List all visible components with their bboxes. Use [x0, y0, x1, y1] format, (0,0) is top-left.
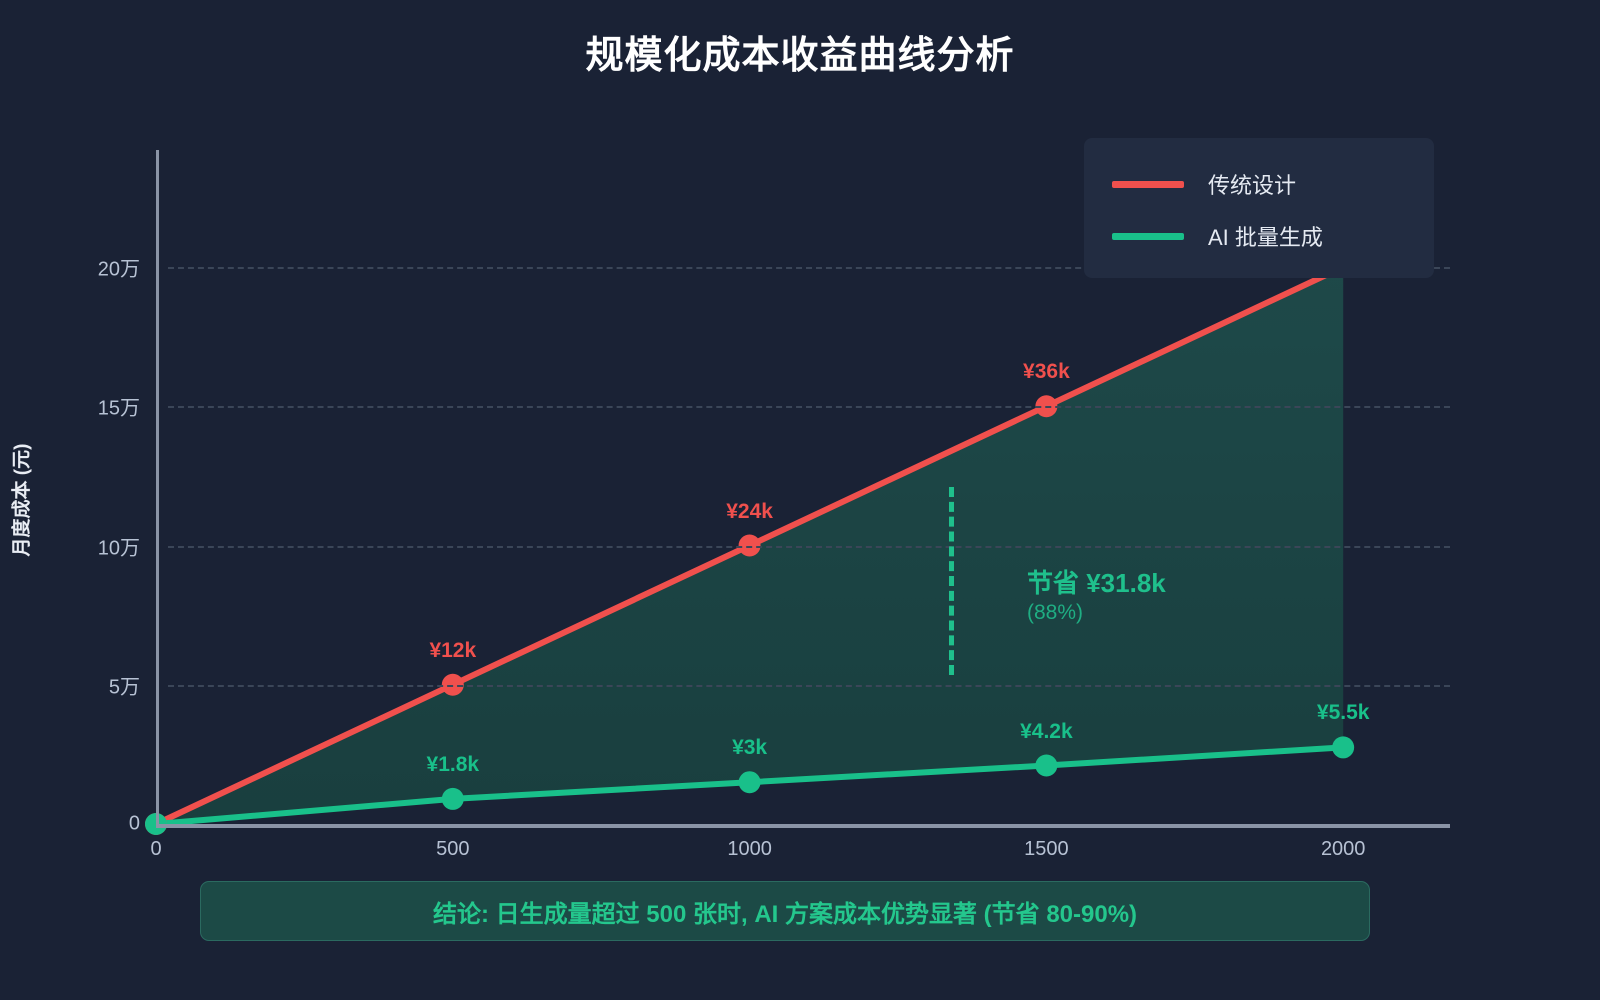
y-axis-tick-label: 0: [128, 812, 140, 835]
data-point-label: ¥4.2k: [1020, 719, 1073, 743]
data-point-label: ¥3k: [732, 736, 768, 760]
savings-indicator-line: [949, 487, 954, 675]
y-axis-tick-label: 10万: [97, 537, 140, 559]
y-axis-title: 月度成本 (元): [11, 443, 33, 557]
y-axis-tick-label: 15万: [97, 397, 140, 420]
gridline: [168, 267, 1450, 269]
x-axis-line: [156, 824, 1450, 828]
x-axis-tick-label: 0: [150, 838, 162, 860]
gridline: [168, 545, 1450, 548]
data-point[interactable]: [738, 771, 761, 794]
page-title: 规模化成本收益曲线分析: [585, 35, 1015, 77]
gridline: [168, 406, 1450, 409]
legend-swatch-traditional: [1112, 180, 1184, 188]
conclusion-banner: 结论: 日生成量超过 500 张时, AI 方案成本优势显著 (节省 80-90…: [200, 881, 1370, 941]
x-axis-tick-label: 500: [436, 838, 470, 860]
data-point[interactable]: [1332, 736, 1355, 759]
savings-amount-label: 节省 ¥31.8k: [1027, 568, 1166, 598]
data-point[interactable]: [1035, 754, 1058, 777]
gridline: [168, 684, 1450, 687]
y-axis-tick-label: 5万: [108, 676, 140, 699]
data-point-label: ¥24k: [726, 499, 773, 523]
data-point-label: ¥1.8k: [426, 752, 480, 776]
legend-item-traditional[interactable]: 传统设计: [1112, 168, 1296, 200]
data-point-label: ¥5.5k: [1316, 701, 1370, 725]
x-axis-tick-label: 2000: [1320, 838, 1366, 860]
x-axis-tick-label: 1500: [1024, 838, 1069, 860]
legend-item-ai[interactable]: AI 批量生成: [1112, 220, 1323, 252]
data-point[interactable]: [441, 787, 464, 810]
data-point-label: ¥12k: [429, 638, 477, 662]
data-point-label: ¥36k: [1023, 360, 1070, 384]
y-axis-tick-label: 20万: [97, 258, 140, 281]
conclusion-text: 结论: 日生成量超过 500 张时, AI 方案成本优势显著 (节省 80-90…: [432, 900, 1138, 928]
chart-legend: 传统设计 AI 批量生成: [1084, 138, 1434, 278]
legend-label-traditional: 传统设计: [1208, 173, 1297, 198]
legend-swatch-ai: [1112, 232, 1184, 240]
savings-percent-label: (88%): [1027, 601, 1084, 624]
legend-label-ai: AI 批量生成: [1208, 225, 1323, 250]
x-axis-tick-label: 1000: [727, 838, 772, 860]
y-axis-line: [156, 150, 159, 826]
data-point[interactable]: [738, 534, 761, 557]
